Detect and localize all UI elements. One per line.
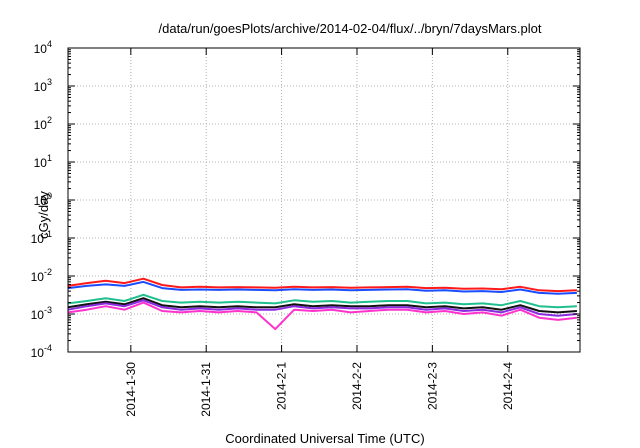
x-tick-label: 2014-2-3 xyxy=(425,362,439,410)
series-line-3 xyxy=(67,293,577,309)
series-line-2 xyxy=(67,280,577,295)
series-line-4 xyxy=(67,297,577,314)
y-tick-label: 10-1 xyxy=(31,229,52,246)
x-axis-label: Coordinated Universal Time (UTC) xyxy=(225,431,424,446)
ticks: 10-4 10-3 10-2 10-1 100 101 102 103 104 2014-1-30… xyxy=(31,39,580,417)
y-tick-label: 102 xyxy=(34,115,52,132)
chart-title: /data/run/goesPlots/archive/2014-02-04/f… xyxy=(159,21,542,36)
y-tick-label: 101 xyxy=(34,153,52,170)
x-tick-label: 2014-2-2 xyxy=(350,362,364,410)
x-tick-label: 2014-2-1 xyxy=(275,362,289,410)
series-line-5 xyxy=(67,299,577,317)
y-tick-label: 100 xyxy=(34,191,52,208)
series-line-1 xyxy=(67,277,577,293)
series-line-6 xyxy=(67,301,578,331)
x-tick-label: 2014-1-30 xyxy=(124,362,138,417)
y-tick-label: 10-2 xyxy=(31,267,52,284)
x-tick-label: 2014-1-31 xyxy=(199,362,213,417)
y-tick-label: 104 xyxy=(34,39,52,56)
y-tick-label: 10-4 xyxy=(31,343,52,360)
series-group xyxy=(67,277,578,331)
grid xyxy=(68,48,580,352)
y-tick-label: 10-3 xyxy=(31,305,52,322)
x-tick-label: 2014-2-4 xyxy=(501,362,515,410)
y-tick-label: 103 xyxy=(34,77,52,94)
y-axis-label: cGy/day xyxy=(36,191,51,239)
